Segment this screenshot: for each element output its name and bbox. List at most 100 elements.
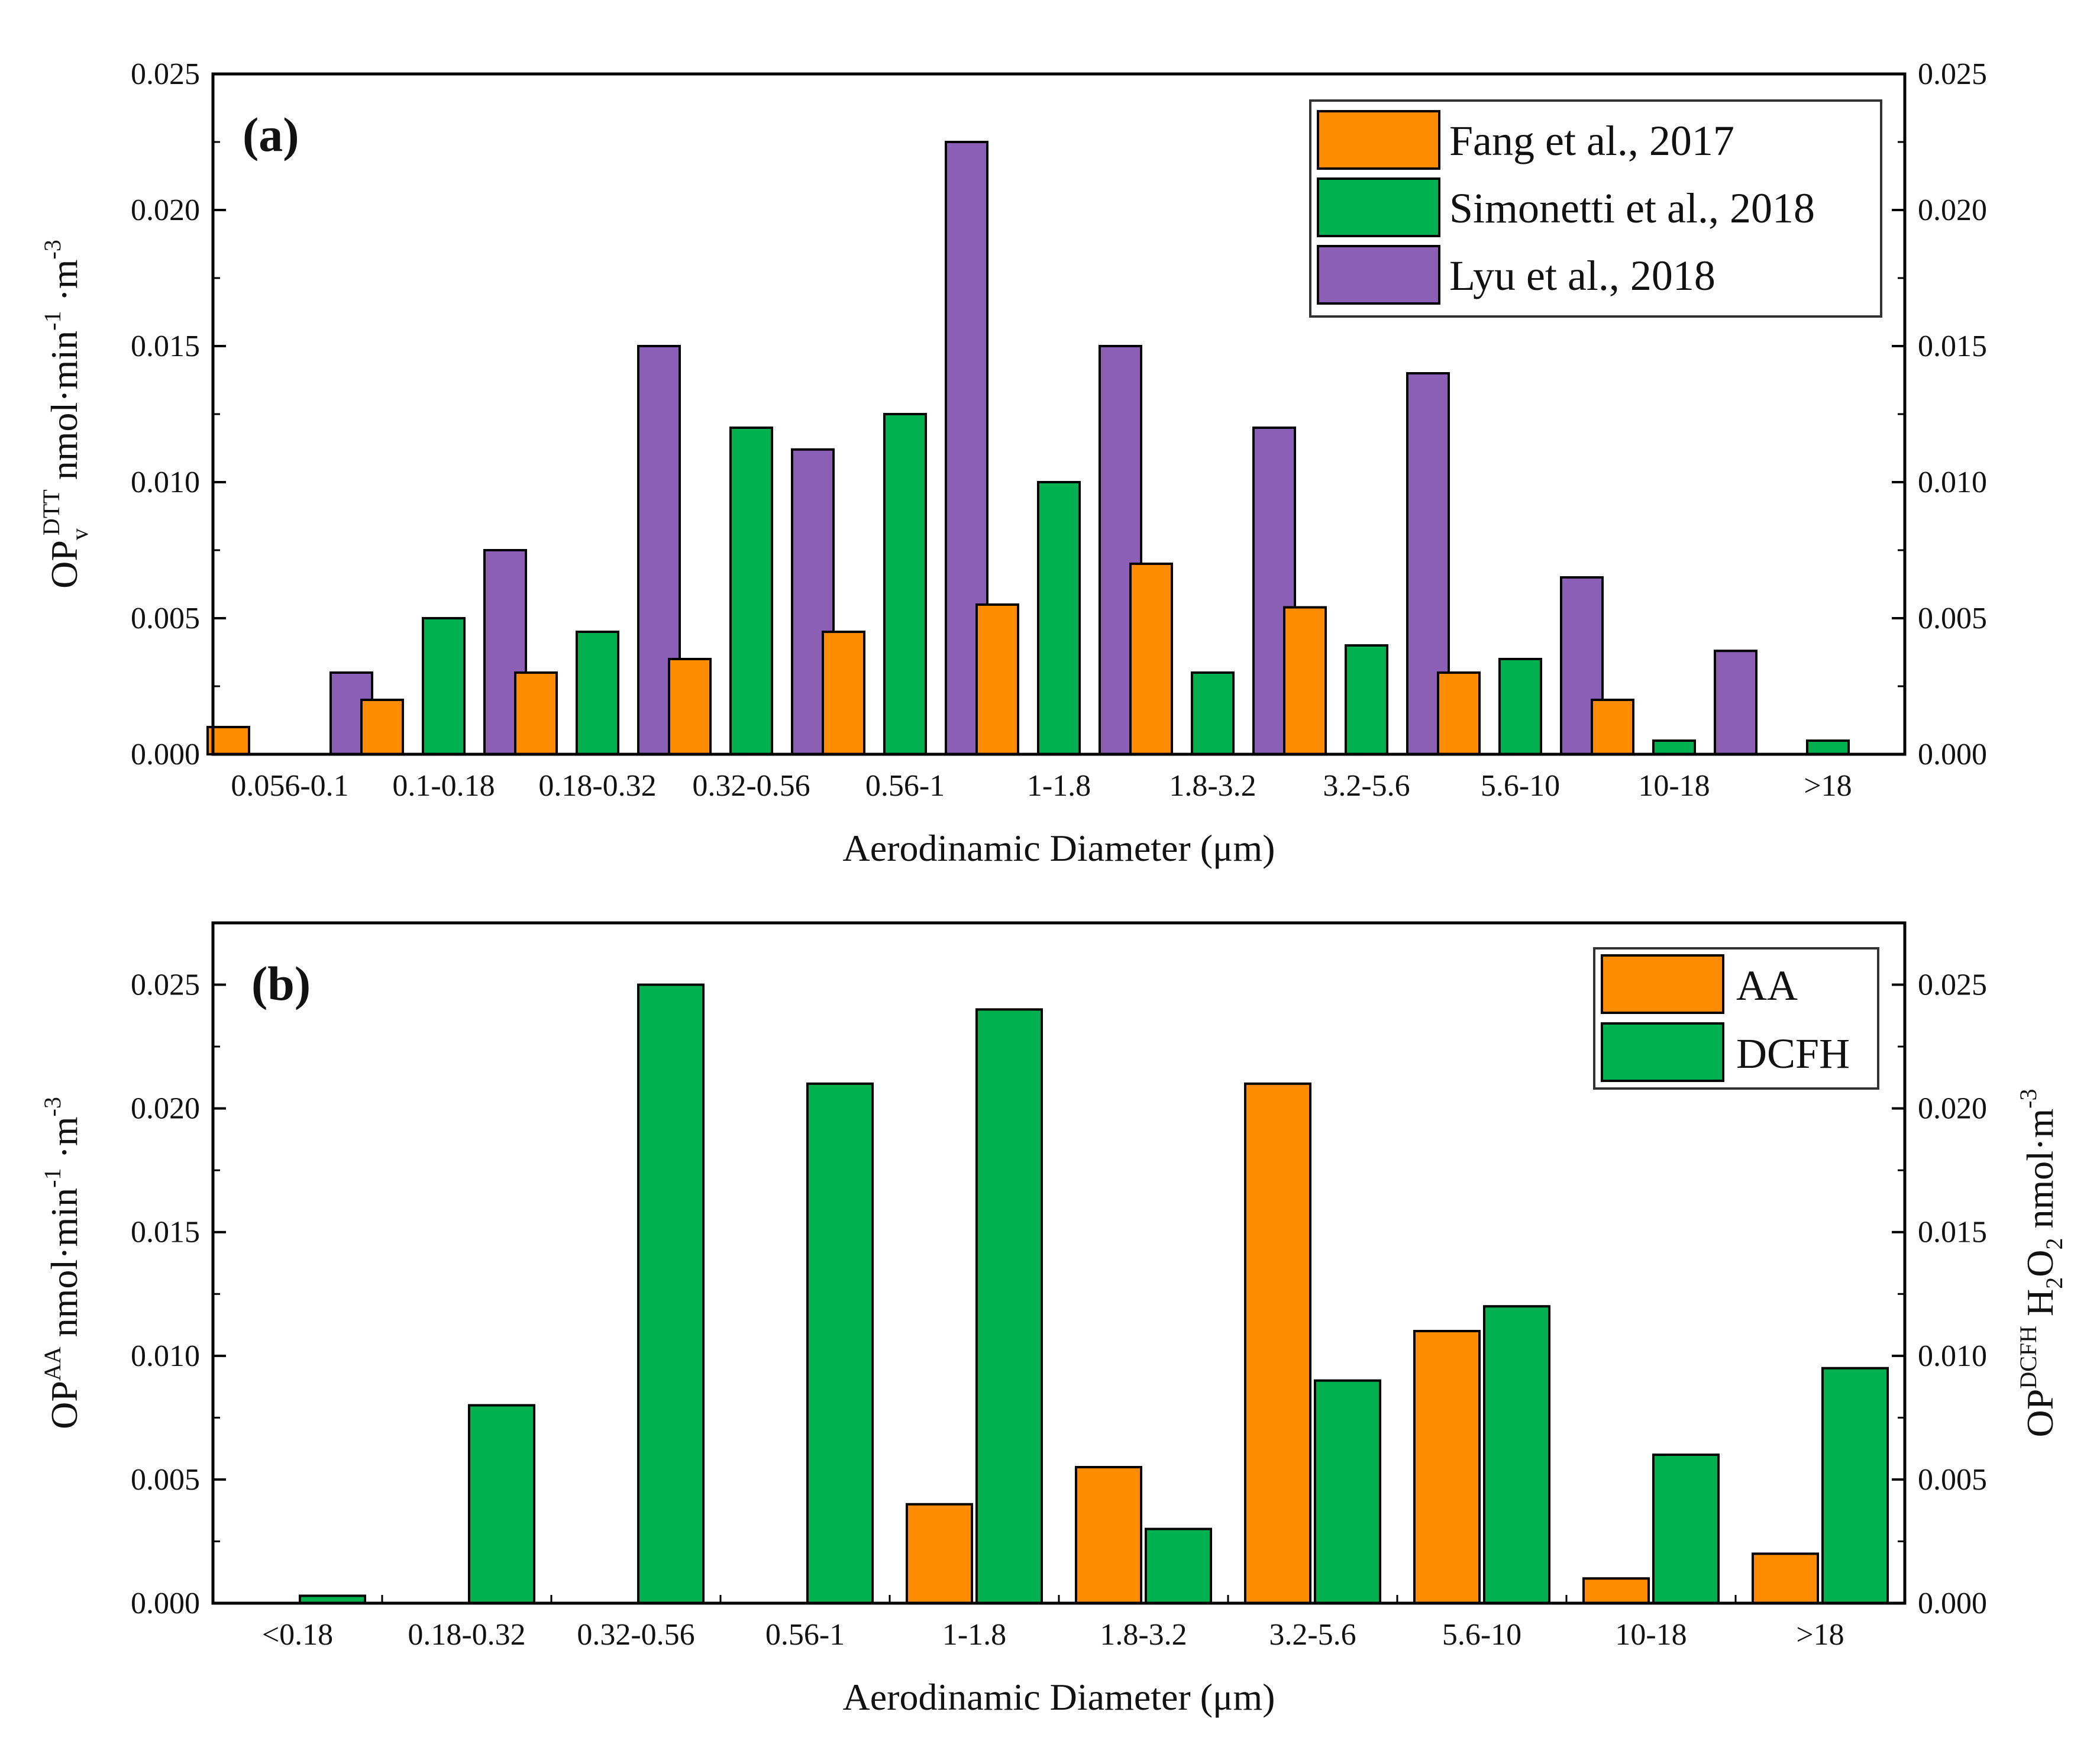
bar-simonetti-et-al-2018-8 [1498,658,1542,755]
panel-b-ry-title-sup3: -3 [2015,1089,2041,1109]
bar-dcfh-5 [1145,1527,1212,1604]
y-tick-label: 0.010 [131,1339,200,1373]
x-tick-label: 0.56-1 [865,769,945,803]
y-tick-label: 0.000 [131,1587,200,1620]
y-tick-label-right: 0.020 [1918,193,1987,227]
panel-b-right-y-axis-title: OPDCFH H2O2 nmol·m-3 [2015,1089,2067,1438]
y-tick-label: 0.005 [131,602,200,635]
y-tick-label-right: 0.020 [1918,1092,1987,1126]
y-tick-label: 0.015 [131,330,200,363]
panel-b-y-title-mid: ·m [43,1116,85,1168]
panel-b-y-title-sup3: -3 [39,1097,66,1116]
legend-swatch-fang [1317,110,1440,170]
y-tick-label: 0.025 [131,968,200,1002]
x-tick-label: 0.32-0.56 [692,769,810,803]
panel-a-y-tick-labels: 0.000 0.005 0.010 0.015 0.020 0.025 [131,57,200,771]
x-tick-label: >18 [1804,769,1852,803]
panel-a-bars [206,141,1850,755]
panel-a-y-title-sup2: -1 [39,311,66,331]
x-tick-label: 10-18 [1638,769,1710,803]
y-tick-label-right: 0.010 [1918,466,1987,499]
y-tick-label-right: 0.005 [1918,602,1987,635]
panel-b-ry-title-units: nmol·m [2019,1109,2061,1238]
bar-dcfh-1 [468,1404,535,1605]
panel-b-ticks [212,983,1905,1604]
legend-swatch-aa [1601,954,1724,1014]
panel-b-ry-title-sub: 2 [2041,1277,2067,1289]
panel-b-y-tick-labels-right: 0.000 0.005 0.010 0.015 0.020 0.025 [1918,968,1987,1620]
panel-b-y-title-units: nmol·min [43,1188,85,1346]
y-tick-label-right: 0.010 [1918,1339,1987,1373]
panel-b-y-title-sup: AA [39,1346,66,1381]
panel-b-y-title-op: OP [43,1381,85,1429]
x-tick-label: 1.8-3.2 [1169,769,1256,803]
panel-b-y-title-sup2: -1 [39,1168,66,1188]
panel-a-y-title-sub: v [66,528,93,540]
x-tick-label: 0.056-0.1 [231,769,348,803]
panel-a-y-tick-labels-right: 0.000 0.005 0.010 0.015 0.020 0.025 [1918,57,1987,771]
panel-a-legend: Fang et al., 2017 Simonetti et al., 2018… [1309,99,1882,318]
bar-fang-et-al-2017-9 [1591,699,1634,755]
panel-a-x-axis-title: Aerodinamic Diameter (μm) [843,827,1275,869]
panel-a-y-title-sup: DTT [38,489,64,535]
x-tick-label: 3.2-5.6 [1323,769,1410,803]
x-tick-label: 0.56-1 [765,1618,845,1652]
x-tick-label: 10-18 [1615,1618,1687,1652]
legend-swatch-simonetti [1317,177,1440,237]
bar-fang-et-al-2017-6 [1129,563,1173,755]
y-tick-label: 0.020 [131,1092,200,1126]
bar-simonetti-et-al-2018-4 [883,413,927,755]
bar-aa-9 [1752,1552,1819,1604]
bar-dcfh-8 [1652,1454,1720,1604]
y-tick-label: 0.025 [131,57,200,91]
x-tick-label: >18 [1796,1618,1844,1652]
bar-aa-7 [1413,1330,1481,1604]
x-tick-label: 1.8-3.2 [1100,1618,1187,1652]
x-tick-label: 3.2-5.6 [1269,1618,1356,1652]
panel-b-x-axis-title: Aerodinamic Diameter (μm) [843,1676,1275,1718]
y-tick-label-right: 0.000 [1918,738,1987,771]
bar-dcfh-3 [806,1082,874,1605]
x-tick-label: 1-1.8 [1027,769,1091,803]
panel-b-label: (b) [251,957,311,1010]
panel-a-frame [211,72,1907,756]
panel-a-y-title-sup3: -3 [39,240,66,259]
y-tick-label: 0.015 [131,1216,200,1249]
x-tick-label: 0.1-0.18 [392,769,495,803]
bar-aa-6 [1244,1082,1311,1605]
bar-aa-8 [1582,1577,1650,1605]
panel-b-legend: AA DCFH [1593,947,1879,1090]
panel-b-bars [299,983,1889,1605]
bar-fang-et-al-2017-5 [975,603,1019,755]
panel-b-frame [211,921,1907,1605]
x-tick-label: 0.18-0.32 [408,1618,525,1652]
panel-b-ry-title-o: O [2019,1250,2061,1277]
x-tick-label: <0.18 [262,1618,333,1652]
bar-fang-et-al-2017-2 [514,671,558,755]
bar-dcfh-2 [637,983,705,1604]
panel-b-ry-title-sup: DCFH [2015,1326,2041,1389]
legend-label-aa: AA [1736,962,1798,1009]
bar-fang-et-al-2017-1 [360,699,404,755]
bar-lyu-et-al-2018-9 [1714,650,1757,755]
y-tick-label: 0.020 [131,193,200,227]
bar-fang-et-al-2017-8 [1437,671,1481,755]
legend-label-dcfh: DCFH [1736,1030,1850,1077]
bar-fang-et-al-2017-4 [822,631,865,755]
bar-simonetti-et-al-2018-3 [729,427,773,755]
panel-b-y-tick-labels: 0.000 0.005 0.010 0.015 0.020 0.025 [131,968,200,1620]
y-tick-label: 0.010 [131,466,200,499]
x-tick-label: 0.18-0.32 [538,769,656,803]
x-tick-label: 1-1.8 [942,1618,1006,1652]
panel-a-y-title-op: OP [43,540,85,589]
y-tick-label: 0.000 [131,738,200,771]
panel-a-y-title-units: nmol·min [43,331,85,489]
x-tick-label: 0.32-0.56 [577,1618,694,1652]
bar-fang-et-al-2017-3 [668,658,712,755]
y-tick-label: 0.005 [131,1463,200,1497]
bar-simonetti-et-al-2018-2 [576,631,619,755]
bar-fang-et-al-2017-7 [1283,606,1327,755]
x-tick-label: 5.6-10 [1442,1618,1521,1652]
